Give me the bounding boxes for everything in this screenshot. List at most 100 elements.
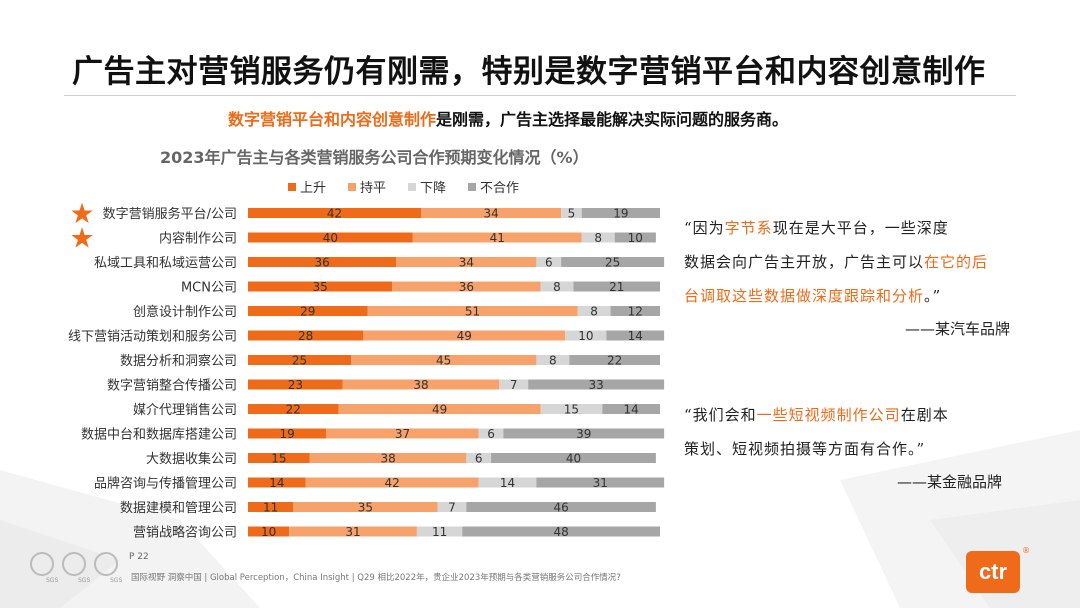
- data-label: 8: [549, 354, 557, 368]
- data-label: 19: [279, 427, 294, 441]
- bar-segment: [248, 306, 368, 316]
- title-divider: [64, 95, 1016, 96]
- bar-segment: [610, 306, 660, 316]
- quote1-highlight-3: 台调取这些数据做深度跟踪和分析: [684, 287, 925, 305]
- bar-segment: [248, 477, 306, 488]
- data-label: 8: [594, 231, 602, 245]
- bar-segment: [614, 232, 656, 243]
- quote1-line2: 数据会向广告主开放，广告主可以在它的后: [684, 245, 1034, 279]
- data-label: 12: [628, 305, 643, 319]
- bar-segment: [248, 379, 343, 390]
- page-number: P 22: [129, 552, 149, 562]
- bar-segment: [491, 453, 656, 463]
- bar-segment: [536, 477, 665, 488]
- bar-segment: [536, 257, 562, 267]
- data-label: 22: [607, 354, 622, 368]
- data-label: 38: [380, 452, 395, 466]
- bar-segment: [293, 502, 438, 512]
- bar-segment: [540, 281, 574, 292]
- data-label: 28: [298, 329, 313, 343]
- page-title: 广告主对营销服务仍有刚需，特别是数字营销平台和内容创意制作: [72, 54, 986, 90]
- data-label: 42: [327, 207, 342, 221]
- bar-segment: [503, 428, 665, 439]
- legend-item-up: 上升: [288, 177, 326, 196]
- legend-swatch-none: [468, 182, 477, 191]
- category-label: 营销战略咨询公司: [133, 525, 237, 541]
- subtitle-highlight: 数字营销平台和内容创意制作: [228, 110, 437, 129]
- bar-segment: [367, 306, 578, 316]
- data-label: 7: [448, 501, 456, 515]
- bar-segment: [248, 232, 413, 243]
- category-label: 数字营销服务平台/公司: [103, 206, 237, 222]
- sgs-label: SGS: [110, 577, 123, 584]
- data-label: 39: [576, 427, 591, 441]
- data-label: 25: [605, 256, 620, 270]
- data-label: 35: [358, 501, 373, 515]
- bar-segment: [248, 453, 310, 463]
- category-label: MCN公司: [181, 281, 237, 296]
- category-label: 大数据收集公司: [146, 451, 237, 467]
- star-icon: ★: [69, 197, 94, 230]
- bar-segment: [561, 257, 665, 267]
- legend-item-down: 下降: [408, 177, 446, 196]
- legend-label-flat: 持平: [360, 181, 387, 196]
- bar-segment: [289, 526, 417, 537]
- data-label: 34: [483, 207, 498, 221]
- data-label: 22: [286, 403, 301, 417]
- registered-mark: ®: [1022, 546, 1030, 555]
- data-label: 11: [263, 501, 278, 515]
- sgs-badge-icon: [30, 552, 54, 576]
- bar-segment: [248, 208, 422, 218]
- bar-segment: [248, 330, 364, 341]
- category-label: 创意设计制作公司: [133, 304, 237, 320]
- quote1-line1: “因为字节系现在是大平台，一些深度: [684, 211, 1034, 245]
- data-label: 25: [292, 354, 307, 368]
- bar-segment: [466, 502, 656, 512]
- quote1-line3: 台调取这些数据做深度跟踪和分析。”: [684, 279, 1034, 313]
- data-label: 14: [624, 403, 639, 417]
- quote1-highlight-2: 在它的后: [924, 253, 989, 271]
- data-label: 14: [500, 476, 515, 490]
- bar-segment: [396, 257, 537, 267]
- bar-segment: [581, 208, 660, 218]
- data-label: 14: [628, 329, 643, 343]
- bar-segment: [416, 526, 463, 537]
- data-label: 5: [568, 207, 576, 221]
- bar-segment: [606, 330, 665, 341]
- data-label: 21: [609, 280, 624, 294]
- bar-segment: [392, 281, 541, 292]
- bar-segment: [338, 404, 541, 414]
- bar-segment: [581, 232, 615, 243]
- data-label: 15: [564, 403, 579, 417]
- data-label: 10: [628, 231, 643, 245]
- category-label: 品牌咨询与传播管理公司: [94, 476, 237, 492]
- data-label: 23: [288, 378, 303, 392]
- data-label: 10: [578, 329, 593, 343]
- legend-item-none: 不合作: [468, 177, 519, 196]
- data-label: 36: [315, 256, 330, 270]
- bar-segment: [536, 355, 570, 365]
- page-subtitle: 数字营销平台和内容创意制作是刚需，广告主选择最能解决实际问题的服务商。: [228, 106, 788, 130]
- bar-segment: [577, 306, 611, 316]
- bar-segment: [248, 526, 290, 537]
- bar-segment: [573, 281, 660, 292]
- bar-segment: [437, 502, 467, 512]
- bar-segment: [565, 330, 607, 341]
- sgs-badge-icon: [62, 552, 86, 576]
- bar-segment: [248, 281, 393, 292]
- sgs-label: SGS: [46, 577, 59, 584]
- data-label: 19: [613, 207, 628, 221]
- bar-segment: [248, 355, 351, 365]
- data-label: 15: [271, 452, 286, 466]
- subtitle-rest: 是刚需，广告主选择最能解决实际问题的服务商。: [436, 110, 789, 129]
- data-label: 35: [312, 280, 327, 294]
- data-label: 37: [395, 427, 410, 441]
- sgs-badge-icon: [94, 552, 118, 576]
- category-label: 数字营销整合传播公司: [107, 379, 237, 394]
- bar-segment: [412, 232, 582, 243]
- data-label: 6: [475, 452, 483, 466]
- bar-segment: [561, 208, 582, 218]
- bar-segment: [569, 355, 660, 365]
- star-icon: ★: [69, 222, 94, 255]
